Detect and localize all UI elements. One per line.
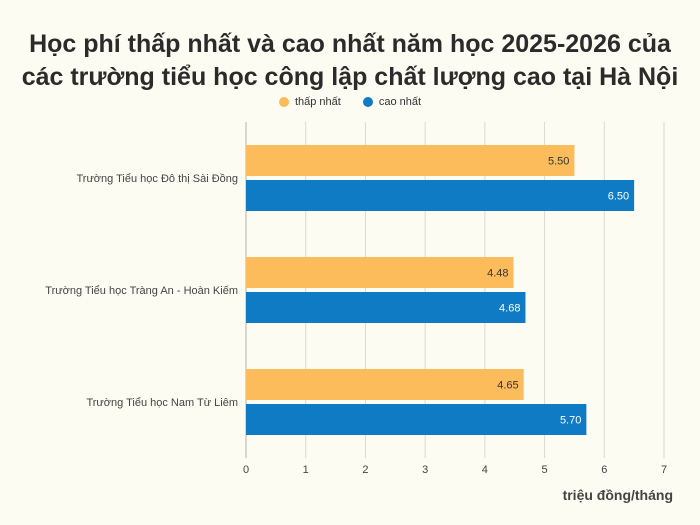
data-label: 4.68 — [499, 303, 520, 315]
x-tick-label: 7 — [661, 464, 667, 476]
x-tick-label: 5 — [542, 464, 548, 476]
x-axis-unit-label: triệu đồng/tháng — [562, 487, 673, 503]
bar-min — [246, 257, 514, 288]
chart-title-line-2: các trường tiểu học công lập chất lượng … — [21, 63, 679, 91]
bar-min — [246, 369, 524, 400]
legend-label-min: thấp nhất — [294, 96, 341, 108]
data-label: 5.50 — [548, 156, 569, 168]
x-tick-label: 0 — [243, 464, 249, 476]
legend-swatch-min — [278, 97, 289, 107]
x-tick-label: 3 — [422, 464, 428, 476]
data-label: 4.65 — [497, 380, 518, 392]
chart-title: Học phí thấp nhất và cao nhất năm học 20… — [0, 28, 700, 94]
x-tick-label: 1 — [303, 464, 309, 476]
legend-item-max: cao nhất — [362, 96, 422, 108]
x-tick-label: 6 — [601, 464, 607, 476]
bar-max — [246, 404, 587, 435]
bar-max — [246, 180, 635, 211]
legend-item-min: thấp nhất — [278, 96, 341, 108]
data-label: 4.48 — [487, 268, 508, 280]
category-label: Trường Tiểu học Đô thị Sài Đồng — [76, 173, 238, 185]
bar-max — [246, 292, 526, 323]
legend-label-max: cao nhất — [378, 96, 422, 108]
data-label: 5.70 — [560, 415, 581, 427]
chart-legend: thấp nhất cao nhất — [0, 96, 700, 108]
x-tick-label: 2 — [362, 464, 368, 476]
bar-min — [246, 145, 575, 176]
chart-title-line-1: Học phí thấp nhất và cao nhất năm học 20… — [29, 30, 671, 58]
data-label: 6.50 — [608, 191, 629, 203]
legend-swatch-max — [362, 97, 373, 107]
category-label: Trường Tiểu học Nam Từ Liêm — [86, 397, 238, 409]
category-label: Trường Tiểu học Tràng An - Hoàn Kiếm — [45, 285, 238, 297]
x-tick-label: 4 — [482, 464, 488, 476]
